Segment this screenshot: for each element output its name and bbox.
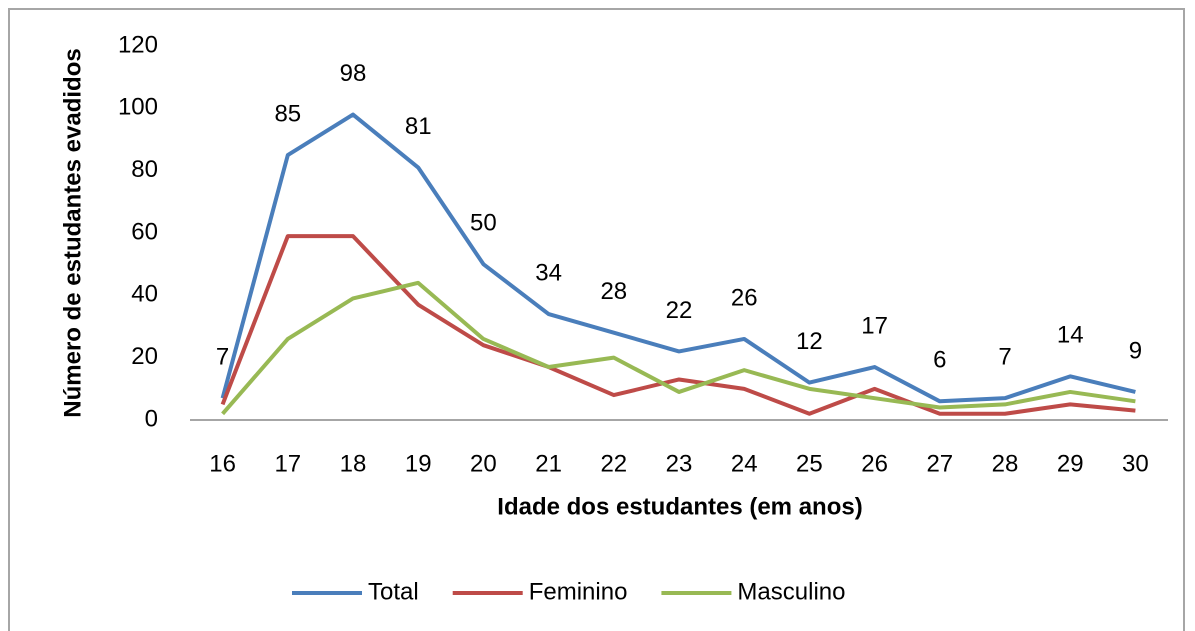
data-label: 26 — [731, 284, 758, 311]
data-label: 9 — [1129, 337, 1142, 364]
x-tick-label: 26 — [861, 450, 888, 477]
x-tick-label: 21 — [535, 450, 562, 477]
x-tick-label: 16 — [209, 450, 236, 477]
x-tick-label: 25 — [796, 450, 823, 477]
x-tick-label: 19 — [405, 450, 432, 477]
line-series — [220, 234, 1136, 416]
line-series — [221, 280, 1136, 416]
data-label: 14 — [1057, 322, 1084, 349]
x-tick-label: 22 — [600, 450, 627, 477]
y-tick-label: 120 — [118, 31, 158, 58]
data-label: 85 — [274, 100, 301, 127]
x-axis-title: Idade dos estudantes (em anos) — [497, 493, 862, 520]
x-tick-label: 28 — [992, 450, 1019, 477]
y-tick-label: 20 — [131, 343, 158, 370]
data-label: 22 — [666, 297, 693, 324]
data-label: 81 — [405, 113, 432, 140]
legend-label: Masculino — [737, 578, 845, 605]
x-tick-label: 18 — [340, 450, 367, 477]
x-tick-label: 30 — [1122, 450, 1149, 477]
data-label: 50 — [470, 210, 497, 237]
legend-label: Total — [368, 578, 419, 605]
data-label: 17 — [861, 312, 888, 339]
x-tick-label: 17 — [274, 450, 301, 477]
line-series — [220, 112, 1136, 404]
data-label: 12 — [796, 328, 823, 355]
y-tick-label: 80 — [131, 156, 158, 183]
y-tick-label: 60 — [131, 218, 158, 245]
chart-border — [8, 8, 1185, 631]
x-tick-label: 27 — [926, 450, 953, 477]
x-tick-label: 23 — [666, 450, 693, 477]
data-label: 98 — [340, 60, 367, 87]
data-label: 7 — [216, 344, 229, 371]
y-axis-title: Número de estudantes evadidos — [59, 48, 86, 417]
y-tick-label: 0 — [145, 405, 158, 432]
y-tick-label: 100 — [118, 94, 158, 121]
data-label: 6 — [933, 347, 946, 374]
y-tick-label: 40 — [131, 281, 158, 308]
x-tick-label: 24 — [731, 450, 758, 477]
data-label: 28 — [600, 278, 627, 305]
x-tick-label: 20 — [470, 450, 497, 477]
data-label: 7 — [998, 344, 1011, 371]
x-tick-label: 29 — [1057, 450, 1084, 477]
legend-label: Feminino — [529, 578, 628, 605]
data-label: 34 — [535, 259, 562, 286]
